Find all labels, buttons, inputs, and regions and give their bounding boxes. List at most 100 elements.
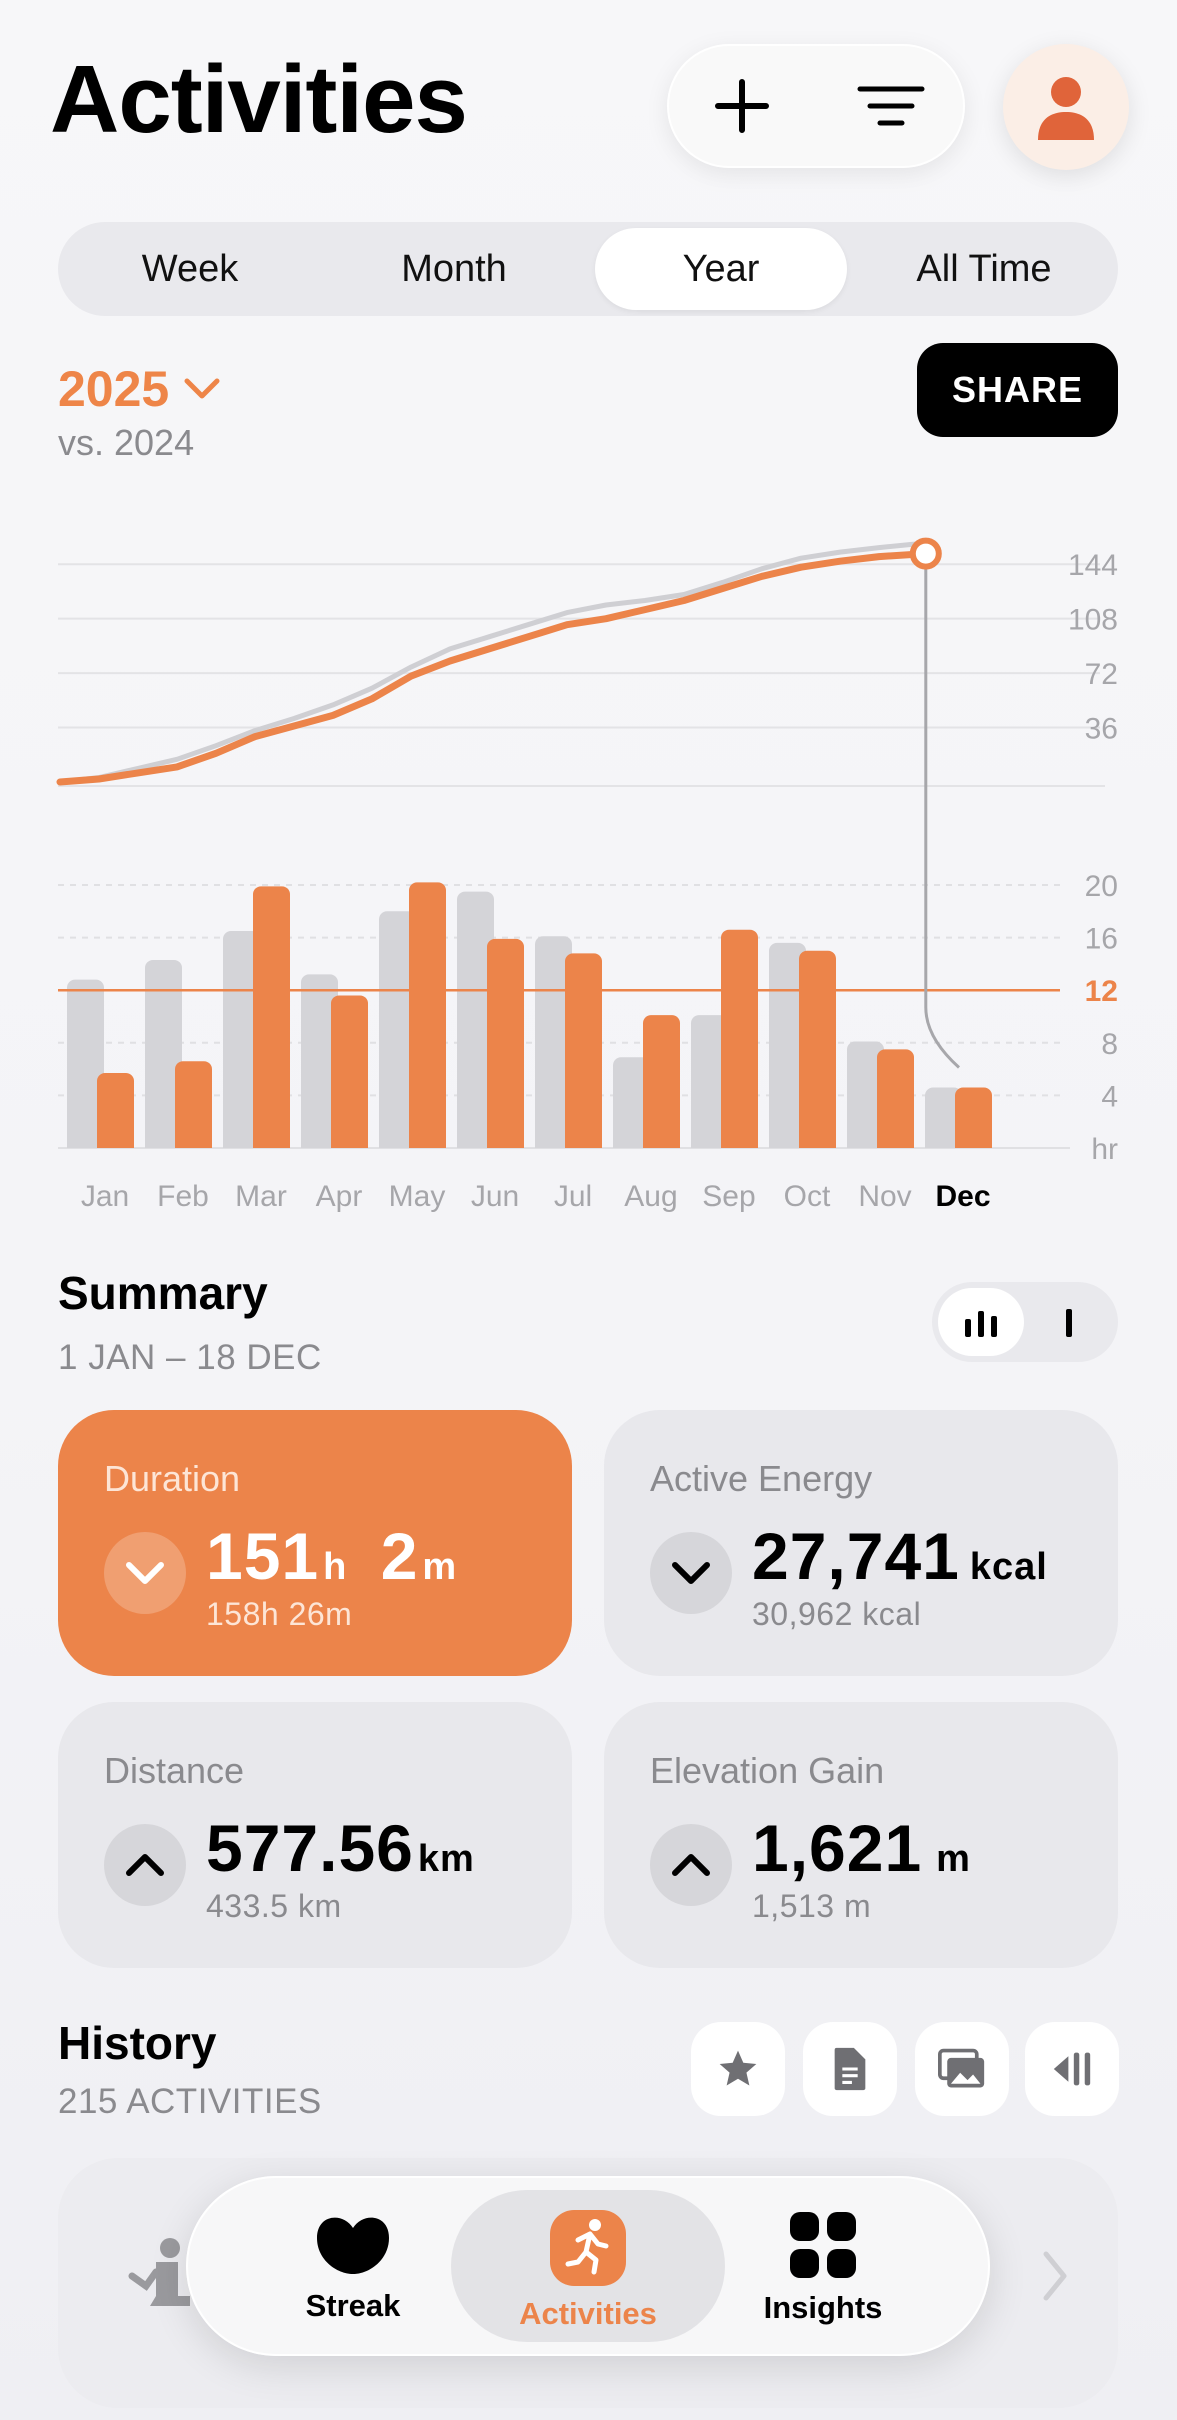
filter-button[interactable] — [816, 44, 965, 168]
tab-all-time[interactable]: All Time — [916, 247, 1052, 290]
bar-2024 — [769, 942, 806, 1148]
tab-streak[interactable]: Streak — [216, 2190, 490, 2342]
chevron-up-icon — [672, 1854, 710, 1876]
x-tick-label: Apr — [316, 1180, 363, 1213]
bar-2025 — [877, 1049, 914, 1148]
tab-insights[interactable]: Insights — [686, 2190, 960, 2342]
filter-icon — [857, 86, 924, 126]
grid-icon — [790, 2212, 856, 2278]
card-previous: 30,962 kcal — [752, 1596, 922, 1632]
y-tick-label: hr — [1091, 1133, 1118, 1166]
running-icon — [550, 2210, 626, 2286]
bar-2024 — [613, 1057, 650, 1148]
y-tick-label: 144 — [1068, 549, 1118, 582]
trend-badge — [104, 1532, 186, 1614]
chevron-up-icon — [126, 1854, 164, 1876]
tab-label: Insights — [763, 2290, 883, 2325]
active-energy-card[interactable]: Active Energy 27,741 kcal 30,962 kcal — [604, 1410, 1118, 1676]
tab-activities[interactable]: Activities — [451, 2190, 725, 2342]
tab-bar: Streak Activities Insights — [186, 2176, 990, 2356]
period-selector: Week Month Year All Time — [58, 222, 1118, 316]
tab-year[interactable]: Year — [595, 228, 847, 310]
bar-view-option[interactable] — [938, 1288, 1024, 1356]
trend-badge — [104, 1824, 186, 1906]
year-label: 2025 — [58, 361, 170, 417]
favorites-button[interactable] — [691, 2022, 785, 2116]
series-line-2024 — [57, 540, 929, 785]
tab-label: Activities — [519, 2296, 657, 2331]
x-tick-label: Nov — [858, 1180, 911, 1213]
y-tick-label: 20 — [1085, 870, 1118, 903]
bar-2025 — [409, 882, 446, 1148]
chevron-down-icon — [672, 1562, 710, 1584]
trend-badge — [650, 1824, 732, 1906]
bar-2024 — [691, 1015, 728, 1148]
x-tick-label: Aug — [624, 1180, 677, 1213]
bar-2025 — [955, 1087, 992, 1148]
bar-2025 — [643, 1015, 680, 1148]
series-line-2025 — [56, 550, 930, 786]
trend-badge — [650, 1532, 732, 1614]
photos-icon — [938, 2048, 985, 2088]
bar-2024 — [145, 959, 182, 1148]
bar-2024 — [301, 974, 338, 1148]
average-label: 12 — [1085, 975, 1118, 1008]
single-bar-icon — [1066, 1309, 1072, 1337]
page-title: Activities — [50, 46, 468, 153]
document-button[interactable] — [803, 2022, 897, 2116]
bar-2025 — [97, 1073, 134, 1148]
share-button[interactable]: SHARE — [917, 343, 1118, 437]
card-value: 1,621 m — [752, 1811, 971, 1885]
y-tick-label: 16 — [1085, 923, 1118, 956]
chevron-down-icon — [126, 1562, 164, 1584]
tab-month[interactable]: Month — [401, 247, 507, 290]
x-tick-label: Oct — [784, 1180, 831, 1213]
profile-button[interactable] — [1003, 44, 1129, 170]
tab-week[interactable]: Week — [141, 247, 239, 290]
card-label: Duration — [104, 1458, 241, 1499]
bar-2025 — [721, 929, 758, 1148]
chevron-down-icon — [184, 378, 220, 399]
add-button[interactable] — [667, 44, 816, 168]
x-tick-label: Feb — [157, 1180, 209, 1213]
star-icon — [719, 2050, 757, 2086]
bar-2025 — [331, 995, 368, 1148]
elevation-gain-card[interactable]: Elevation Gain 1,621 m 1,513 m — [604, 1702, 1118, 1968]
selection-marker — [909, 537, 942, 570]
compare-icon — [1053, 2052, 1091, 2086]
year-dropdown[interactable]: 2025 — [58, 360, 221, 418]
card-label: Active Energy — [650, 1458, 873, 1499]
chevron-right-icon[interactable] — [1040, 2250, 1070, 2302]
comparison-label: vs. 2024 — [58, 422, 195, 463]
distance-card[interactable]: Distance 577.56 km 433.5 km — [58, 1702, 572, 1968]
x-tick-label: May — [389, 1180, 446, 1213]
photos-button[interactable] — [915, 2022, 1009, 2116]
single-view-option[interactable] — [1026, 1288, 1112, 1356]
bar-2024 — [67, 979, 104, 1148]
y-tick-label: 72 — [1085, 658, 1118, 691]
bar-2025 — [253, 886, 290, 1148]
x-tick-label: Jan — [81, 1180, 129, 1213]
history-count: 215 ACTIVITIES — [58, 2082, 322, 2121]
header-actions — [667, 44, 965, 168]
summary-range: 1 JAN – 18 DEC — [58, 1338, 322, 1377]
bar-2024 — [925, 1087, 962, 1148]
compare-button[interactable] — [1025, 2022, 1119, 2116]
bar-2025 — [175, 1061, 212, 1148]
x-tick-label: Dec — [935, 1180, 990, 1213]
person-icon — [1038, 77, 1094, 140]
bar-2024 — [379, 911, 416, 1148]
history-title: History — [58, 2017, 217, 2069]
card-previous: 433.5 km — [206, 1888, 342, 1924]
summary-title: Summary — [58, 1267, 268, 1319]
meditation-icon — [128, 2238, 190, 2306]
card-label: Distance — [104, 1750, 245, 1791]
y-tick-label: 36 — [1085, 713, 1118, 746]
x-tick-label: Jun — [471, 1180, 519, 1213]
y-tick-label: 4 — [1101, 1080, 1118, 1113]
document-icon — [834, 2047, 866, 2091]
bar-2025 — [799, 950, 836, 1148]
card-previous: 158h 26m — [206, 1596, 353, 1632]
